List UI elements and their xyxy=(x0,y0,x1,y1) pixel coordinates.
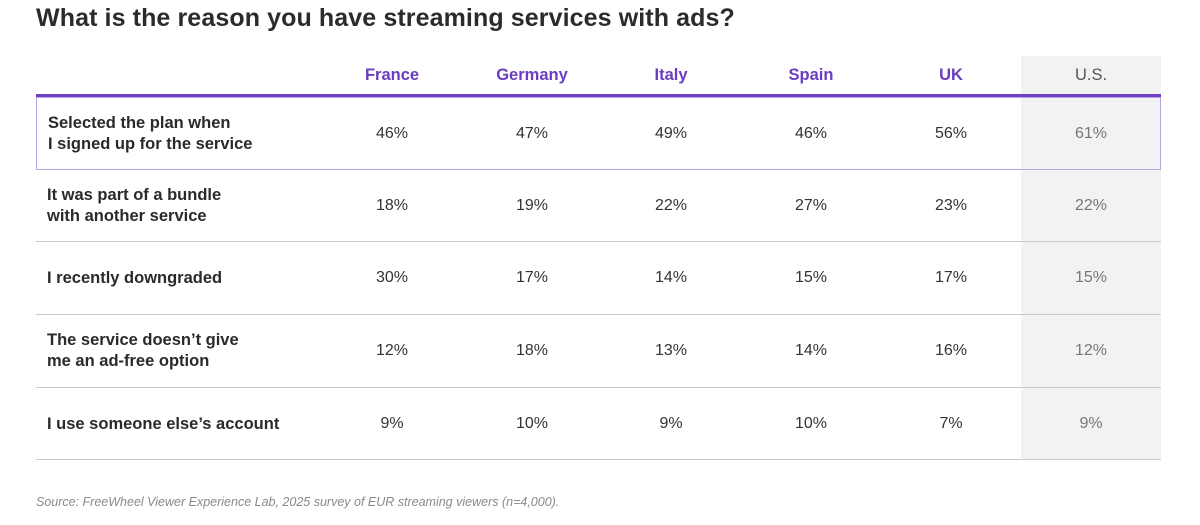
cell-value-uk: 7% xyxy=(939,415,963,432)
cell-value-us: 15% xyxy=(1074,269,1108,286)
cell-value-italy: 14% xyxy=(654,269,688,286)
cell-value-spain: 15% xyxy=(794,269,828,286)
row-label-line: I recently downgraded xyxy=(47,268,223,287)
cell-value-uk: 16% xyxy=(934,342,968,359)
column-header-spain: Spain xyxy=(788,66,834,84)
cell-value-germany: 47% xyxy=(515,125,549,142)
table-row: It was part of a bundle with another ser… xyxy=(36,170,1161,242)
row-label-line: I signed up for the service xyxy=(48,135,253,153)
cell-value-germany: 17% xyxy=(515,269,549,286)
cell-value-italy: 13% xyxy=(654,342,688,359)
cell-value-spain: 14% xyxy=(794,342,828,359)
row-label-line: with another service xyxy=(47,207,207,225)
row-label: The service doesn’t give me an ad-free o… xyxy=(47,315,327,387)
table-header-row: France Germany Italy Spain UK U.S. xyxy=(36,56,1161,97)
cell-value-france: 46% xyxy=(375,125,409,142)
row-label-line: The service doesn’t give xyxy=(47,331,239,349)
chart-title: What is the reason you have streaming se… xyxy=(36,4,735,32)
cell-value-italy: 22% xyxy=(654,197,688,214)
row-label: It was part of a bundle with another ser… xyxy=(47,170,327,242)
row-label-line: I use someone else’s account xyxy=(47,414,280,433)
cell-value-germany: 18% xyxy=(515,342,549,359)
cell-value-uk: 17% xyxy=(934,269,968,286)
column-header-france: France xyxy=(364,66,420,84)
row-label-line: Selected the plan when xyxy=(48,114,231,132)
row-label: I recently downgraded xyxy=(47,242,327,314)
table-row: Selected the plan when I signed up for t… xyxy=(36,97,1161,170)
cell-value-germany: 19% xyxy=(515,197,549,214)
cell-value-us: 9% xyxy=(1079,415,1103,432)
column-header-germany: Germany xyxy=(496,66,568,84)
cell-value-france: 18% xyxy=(375,197,409,214)
cell-value-france: 9% xyxy=(380,415,404,432)
cell-value-us: 61% xyxy=(1074,125,1108,142)
row-label: I use someone else’s account xyxy=(47,388,327,460)
cell-value-italy: 9% xyxy=(659,415,683,432)
row-label: Selected the plan when I signed up for t… xyxy=(48,98,328,170)
cell-value-spain: 27% xyxy=(794,197,828,214)
cell-value-spain: 46% xyxy=(794,125,828,142)
us-column-band xyxy=(1021,56,1161,460)
row-label-line: me an ad-free option xyxy=(47,352,210,370)
source-note: Source: FreeWheel Viewer Experience Lab,… xyxy=(36,495,560,509)
column-header-uk: UK xyxy=(939,66,963,84)
cell-value-us: 22% xyxy=(1074,197,1108,214)
table-row: The service doesn’t give me an ad-free o… xyxy=(36,315,1161,388)
cell-value-spain: 10% xyxy=(794,415,828,432)
cell-value-france: 12% xyxy=(375,342,409,359)
cell-value-uk: 56% xyxy=(934,125,968,142)
cell-value-us: 12% xyxy=(1074,342,1108,359)
cell-value-uk: 23% xyxy=(934,197,968,214)
table-row: I use someone else’s account 9% 10% 9% 1… xyxy=(36,388,1161,460)
cell-value-france: 30% xyxy=(375,269,409,286)
row-label-line: It was part of a bundle xyxy=(47,186,222,204)
cell-value-italy: 49% xyxy=(654,125,688,142)
column-header-us: U.S. xyxy=(1074,66,1108,84)
cell-value-germany: 10% xyxy=(515,415,549,432)
table-row: I recently downgraded 30% 17% 14% 15% 17… xyxy=(36,242,1161,315)
column-header-italy: Italy xyxy=(654,66,688,84)
